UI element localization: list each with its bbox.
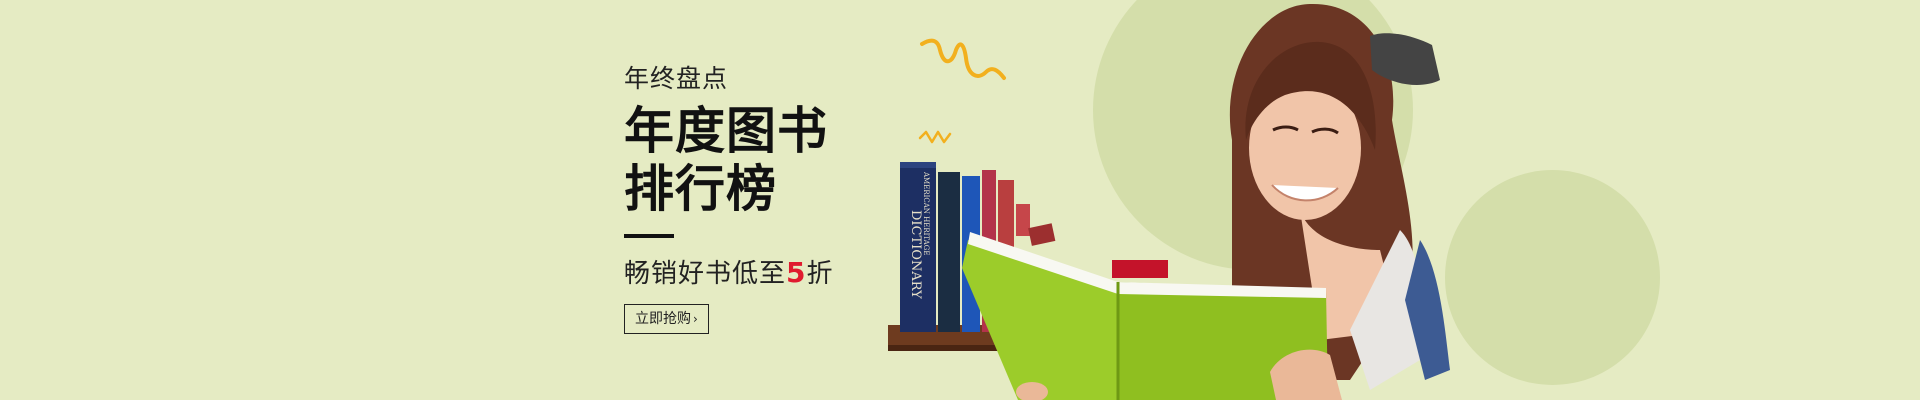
book-spine xyxy=(938,172,960,332)
buy-now-button[interactable]: 立即抢购 › xyxy=(624,304,709,334)
tagline-suffix: 折 xyxy=(806,259,834,289)
promo-tagline: 畅销好书低至5折 xyxy=(624,256,834,291)
promo-subtitle: 年终盘点 xyxy=(624,64,729,93)
tagline-text: 畅销好书低至 xyxy=(624,259,787,289)
reading-illustration: AMERICAN HERITAGE DICTIONARY xyxy=(888,3,1450,400)
dictionary-book: AMERICAN HERITAGE DICTIONARY xyxy=(900,162,936,332)
buy-now-label: 立即抢购 xyxy=(635,311,691,327)
book-spine xyxy=(1016,204,1030,236)
decorative-circle-bottom xyxy=(1445,170,1660,385)
reader-hand xyxy=(1270,349,1342,400)
dictionary-spine-title: DICTIONARY xyxy=(908,210,923,299)
title-divider xyxy=(624,234,674,238)
dictionary-spine-top: AMERICAN HERITAGE xyxy=(922,171,930,255)
book-spine xyxy=(1112,260,1168,278)
promo-title-line1: 年度图书 xyxy=(624,102,828,160)
squiggle-decoration-small xyxy=(918,130,952,144)
squiggle-decoration-large xyxy=(920,38,1006,80)
chevron-right-icon: › xyxy=(693,312,698,326)
reader-hand xyxy=(1016,382,1048,400)
promo-title: 年度图书 排行榜 xyxy=(624,102,834,218)
book-spine xyxy=(1028,223,1056,246)
promo-title-line2: 排行榜 xyxy=(624,160,777,218)
discount-number: 5 xyxy=(786,256,807,289)
promo-text-block: 年终盘点 年度图书 排行榜 畅销好书低至5折 立即抢购 › xyxy=(624,62,834,334)
